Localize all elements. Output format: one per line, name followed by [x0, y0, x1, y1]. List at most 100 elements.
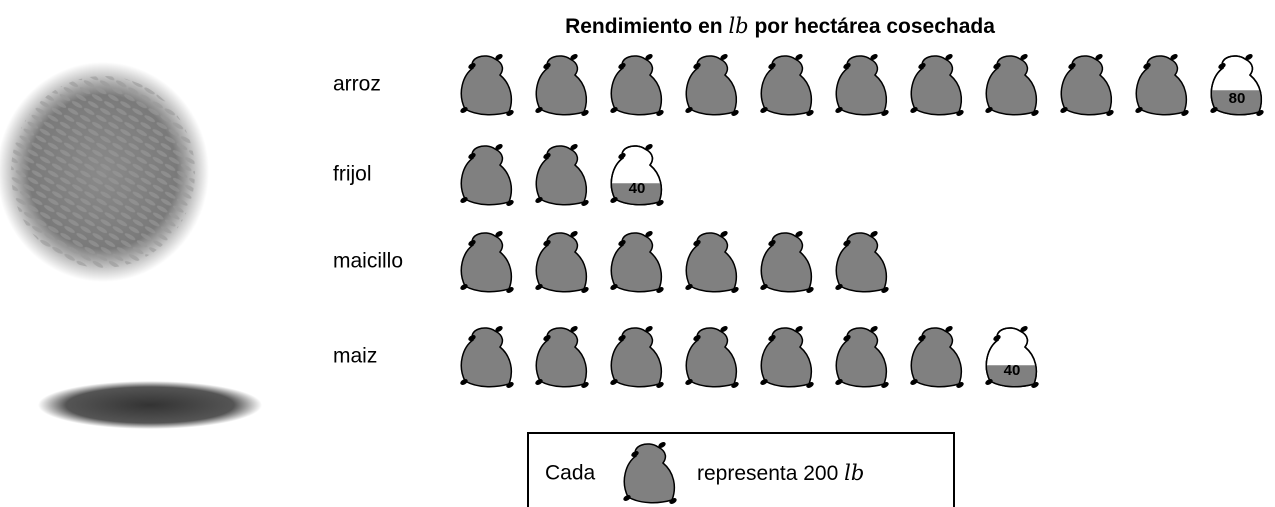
bag-fill: [611, 183, 662, 205]
bag-ear: [1135, 107, 1143, 113]
bag-ear: [658, 442, 666, 448]
bag-ear: [581, 110, 589, 116]
bag: [985, 54, 1039, 116]
partial-label: 40: [629, 180, 646, 197]
bag-body: [535, 55, 587, 116]
bag: [760, 326, 814, 388]
bag-ear: [1181, 110, 1189, 116]
bag-ear: [795, 231, 803, 237]
bag-ear: [570, 231, 578, 237]
bag-body: [460, 145, 512, 206]
bag: [460, 326, 514, 388]
title-text: Rendimiento en: [565, 15, 723, 38]
bag: [460, 54, 514, 116]
bag-body: [910, 327, 962, 388]
bag-ear: [795, 326, 803, 332]
bag-body: [685, 55, 737, 116]
bag-ear: [1020, 54, 1028, 60]
bag-ear: [1020, 326, 1028, 332]
bag-ear: [645, 144, 653, 150]
bag-ear: [881, 287, 889, 293]
legend-icon: [623, 442, 677, 504]
bag-body: [835, 327, 887, 388]
bag: [610, 231, 664, 293]
bag-ear: [581, 287, 589, 293]
bag-ear: [618, 335, 626, 341]
bag-ear: [1218, 63, 1226, 69]
bag-outline: [1210, 55, 1262, 116]
bag-ear: [656, 382, 664, 388]
bag-ear: [918, 63, 926, 69]
bag-ear: [1031, 382, 1039, 388]
bag-ear: [610, 197, 618, 203]
bag-ear: [1170, 54, 1178, 60]
bag-ear: [570, 144, 578, 150]
bag-body: [760, 327, 812, 388]
bag-ear: [645, 54, 653, 60]
bag-ear: [985, 107, 993, 113]
bag-body: [610, 55, 662, 116]
bag-body: [610, 327, 662, 388]
bag-body: [535, 327, 587, 388]
category-label: frijol: [333, 163, 372, 186]
category-label: arroz: [333, 73, 381, 96]
category-label: maicillo: [333, 250, 403, 273]
bag-ear: [870, 231, 878, 237]
bag: [460, 144, 514, 206]
bag-ear: [570, 54, 578, 60]
bag-body: [835, 55, 887, 116]
bag: [623, 442, 677, 504]
partial-bag: [985, 326, 1039, 388]
bag-ear: [468, 240, 476, 246]
bag-ear: [543, 335, 551, 341]
bag: [610, 326, 664, 388]
partial-bag: [1210, 54, 1264, 116]
bag-ear: [835, 379, 843, 385]
bag-ear: [460, 197, 468, 203]
bag: [535, 144, 589, 206]
bag-ear: [543, 153, 551, 159]
bag-fill: [1211, 90, 1262, 115]
bag-ear: [570, 326, 578, 332]
bag-ear: [806, 110, 814, 116]
bag-ear: [506, 382, 514, 388]
bag-ear: [720, 231, 728, 237]
bag-ear: [693, 63, 701, 69]
bag-body: [760, 232, 812, 293]
partial-label: 80: [1229, 90, 1246, 107]
bag-ear: [881, 382, 889, 388]
bag-ear: [768, 63, 776, 69]
bag-ear: [693, 240, 701, 246]
bag-ear: [460, 284, 468, 290]
bag-fill: [986, 365, 1037, 387]
bag-ear: [731, 382, 739, 388]
bag-ear: [768, 240, 776, 246]
bag: [685, 326, 739, 388]
bag-ear: [495, 326, 503, 332]
bag-ear: [835, 284, 843, 290]
bag-ear: [631, 451, 639, 457]
bag-ear: [506, 200, 514, 206]
bag-ear: [460, 107, 468, 113]
chart-title: Rendimiento en lb por hectárea cosechada: [565, 14, 995, 38]
category-label: maiz: [333, 345, 377, 368]
bag-ear: [870, 326, 878, 332]
bag-ear: [495, 54, 503, 60]
bag-ear: [945, 54, 953, 60]
bag-ear: [618, 240, 626, 246]
bag: [835, 231, 889, 293]
bag-ear: [1068, 63, 1076, 69]
bag-ear: [843, 335, 851, 341]
partial-label: 40: [1004, 362, 1021, 379]
legend-box: [527, 432, 955, 507]
bag-ear: [495, 231, 503, 237]
legend-suffix: representa: [697, 462, 798, 485]
bag-ear: [581, 200, 589, 206]
bag-ear: [720, 326, 728, 332]
bag: [910, 326, 964, 388]
bag-body: [685, 327, 737, 388]
bag-ear: [685, 284, 693, 290]
bag-ear: [1143, 63, 1151, 69]
bag-ear: [1210, 107, 1218, 113]
